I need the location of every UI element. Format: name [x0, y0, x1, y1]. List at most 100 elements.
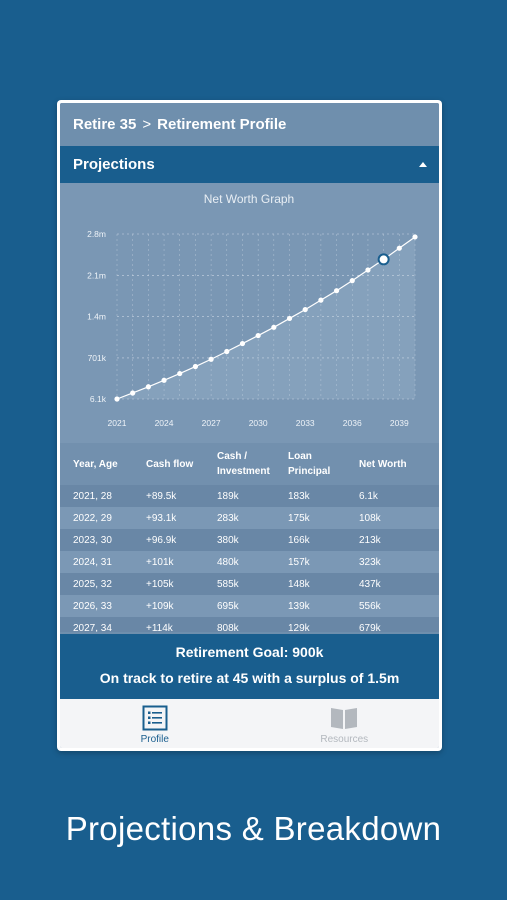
data-point	[286, 315, 293, 322]
section-title: Projections	[73, 156, 155, 173]
table-row: 2023, 30 +96.9k 380k 166k 213k	[60, 529, 439, 551]
cell-net-worth: 108k	[359, 512, 381, 524]
cell-year-age: 2027, 34	[73, 622, 112, 633]
cell-cash-investment: 808k	[217, 622, 239, 633]
y-tick-label: 701k	[88, 353, 107, 363]
data-point	[177, 370, 183, 377]
cell-cash-investment: 480k	[217, 556, 239, 568]
data-point	[192, 363, 199, 370]
cell-loan-principal: 139k	[288, 600, 310, 612]
table-row: 2027, 34 +114k 808k 129k 679k	[60, 617, 439, 632]
cell-net-worth: 323k	[359, 556, 381, 568]
cell-cash-investment: 283k	[217, 512, 239, 524]
table-row: 2021, 28 +89.5k 189k 183k 6.1k	[60, 485, 439, 507]
list-icon	[142, 705, 168, 731]
x-tick-label: 2036	[343, 418, 362, 428]
data-point	[130, 390, 136, 396]
x-tick-label: 2039	[390, 418, 409, 428]
data-point	[114, 396, 120, 402]
y-tick-label: 6.1k	[90, 394, 107, 404]
projection-table-rows[interactable]: 2021, 28 +89.5k 189k 183k 6.1k 2022, 29 …	[60, 485, 439, 632]
col-header-cash-flow: Cash flow	[146, 458, 194, 470]
x-tick-label: 2024	[155, 418, 174, 428]
cell-cash-flow: +89.5k	[146, 490, 177, 502]
cell-net-worth: 679k	[359, 622, 381, 633]
cell-net-worth: 213k	[359, 534, 381, 546]
cell-cash-flow: +105k	[146, 578, 174, 590]
cell-loan-principal: 175k	[288, 512, 310, 524]
data-point	[208, 356, 214, 362]
net-worth-chart: Net Worth Graph 6.1k 701k 1.4m 2.1m 2.8m 2021 2…	[60, 183, 439, 443]
cell-year-age: 2021, 28	[73, 490, 112, 502]
tab-bar: Profile Resources	[60, 699, 439, 748]
data-point	[333, 288, 340, 294]
x-tick-label: 2033	[296, 418, 315, 428]
cell-year-age: 2022, 29	[73, 512, 112, 524]
cell-loan-principal: 157k	[288, 556, 310, 568]
cell-year-age: 2024, 31	[73, 556, 112, 568]
breadcrumb-separator: >	[142, 116, 152, 133]
cell-net-worth: 556k	[359, 600, 381, 612]
tab-resources-label: Resources	[320, 734, 369, 745]
cell-year-age: 2026, 33	[73, 600, 112, 612]
tab-profile-label: Profile	[140, 734, 169, 745]
projections-header[interactable]: Projections	[60, 146, 439, 183]
cell-loan-principal: 129k	[288, 622, 310, 633]
x-tick-label: 2027	[202, 418, 221, 428]
table-row: 2022, 29 +93.1k 283k 175k 108k	[60, 507, 439, 529]
cell-cash-flow: +93.1k	[146, 512, 177, 524]
cell-cash-flow: +114k	[146, 622, 173, 633]
data-point	[302, 306, 308, 313]
x-tick-label: 2030	[249, 418, 268, 428]
data-point	[412, 234, 418, 240]
cell-loan-principal: 148k	[288, 578, 310, 590]
table-header: Year, Age Cash flow Cash / Investment Lo…	[60, 443, 439, 485]
data-point	[349, 278, 355, 284]
net-worth-chart-svg: Net Worth Graph 6.1k 701k 1.4m 2.1m 2.8m 2021 2…	[87, 192, 418, 428]
breadcrumb-page: Retirement Profile	[157, 116, 287, 133]
chart-area-fill	[117, 236, 415, 399]
cell-net-worth: 6.1k	[359, 490, 378, 502]
cell-net-worth: 437k	[359, 578, 381, 590]
net-worth-line	[116, 236, 416, 400]
col-header-cash-investment: Cash / Investment	[217, 451, 270, 477]
table-row: 2025, 32 +105k 585k 148k 437k	[60, 573, 439, 595]
col-header-net-worth: Net Worth	[359, 458, 407, 470]
promo-caption: Projections & Breakdown	[65, 810, 442, 847]
breadcrumb: Retire 35 > Retirement Profile	[60, 103, 439, 146]
retirement-goal-text: Retirement Goal: 900k	[175, 644, 324, 660]
breadcrumb-app[interactable]: Retire 35	[73, 116, 137, 133]
book-icon	[331, 708, 358, 729]
highlighted-data-point	[377, 253, 390, 266]
data-point	[145, 384, 151, 390]
data-point	[365, 267, 371, 273]
data-point	[271, 324, 277, 330]
chart-title: Net Worth Graph	[204, 192, 294, 206]
y-tick-label: 2.1m	[87, 270, 106, 280]
data-point	[255, 332, 261, 339]
tab-profile[interactable]: Profile	[60, 699, 250, 748]
phone-frame: Retire 35 > Retirement Profile Projectio…	[57, 100, 442, 751]
col-header-year-age: Year, Age	[73, 458, 118, 470]
app-screen: Retire 35 > Retirement Profile Projectio…	[60, 103, 439, 748]
cell-loan-principal: 183k	[288, 490, 310, 502]
table-row: 2024, 31 +101k 480k 157k 323k	[60, 551, 439, 573]
data-point	[318, 297, 324, 303]
data-point	[396, 245, 402, 251]
cell-cash-investment: 695k	[217, 600, 239, 612]
y-tick-label: 1.4m	[87, 312, 106, 322]
cell-cash-investment: 585k	[217, 578, 239, 590]
retirement-goal-banner: Retirement Goal: 900k On track to retire…	[60, 634, 439, 699]
data-point	[239, 340, 246, 347]
y-tick-label: 2.8m	[87, 229, 106, 239]
retirement-status-text: On track to retire at 45 with a surplus …	[99, 670, 400, 686]
cell-year-age: 2025, 32	[73, 578, 112, 590]
col-header-loan-principal: Loan Principal	[288, 451, 331, 477]
table-row: 2026, 33 +109k 695k 139k 556k	[60, 595, 439, 617]
cell-year-age: 2023, 30	[73, 534, 112, 546]
tab-resources[interactable]: Resources	[250, 699, 440, 748]
cell-cash-flow: +101k	[146, 556, 174, 568]
collapse-caret-icon[interactable]	[419, 162, 427, 167]
data-point	[224, 348, 230, 355]
data-point	[161, 377, 167, 383]
